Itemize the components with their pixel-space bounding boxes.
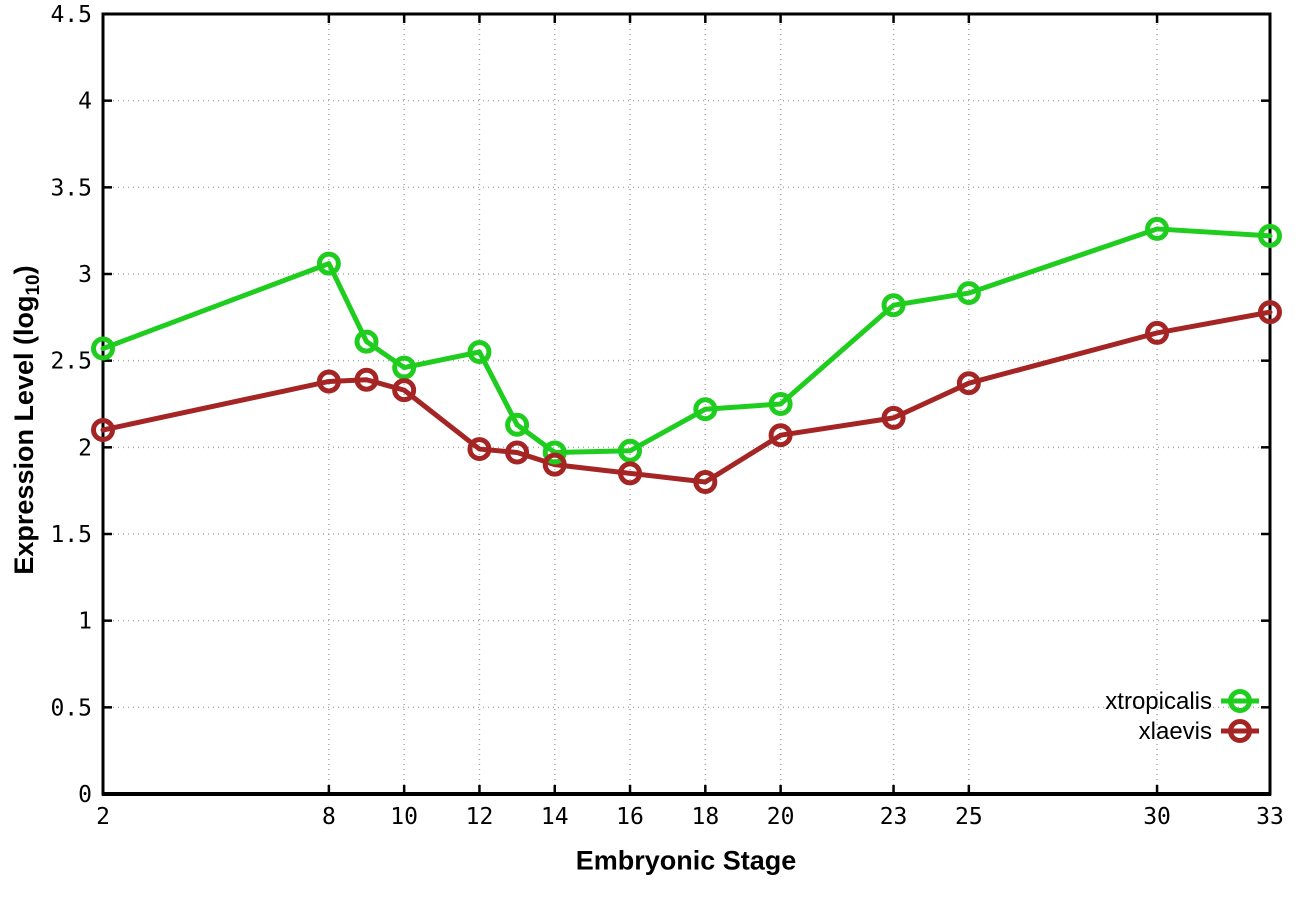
- marker-xlaevis-14: [542, 452, 567, 477]
- y-tick-label-4: 4: [78, 89, 92, 115]
- y-axis-title-close: ): [9, 265, 39, 275]
- marker-xlaevis-30: [1145, 320, 1170, 345]
- x-tick-label-20: 20: [767, 804, 795, 830]
- marker-xtropicalis-12: [467, 340, 492, 364]
- y-tick-label-3: 3: [78, 262, 92, 288]
- marker-xtropicalis-8: [316, 251, 341, 276]
- x-tick-label-33: 33: [1256, 804, 1284, 830]
- marker-xtropicalis-20: [768, 392, 793, 416]
- marker-xlaevis-12: [467, 437, 492, 462]
- marker-xtropicalis-23: [881, 293, 906, 318]
- plot-border: [101, 12, 1272, 796]
- y-axis-title-text: Expression Level (log10): [9, 265, 45, 574]
- marker-xlaevis-33: [1258, 300, 1282, 325]
- marker-xlaevis-18: [693, 470, 718, 494]
- marker-xtropicalis-30: [1145, 216, 1170, 241]
- y-axis-title-main: Expression Level (log: [9, 295, 39, 575]
- marker-xtropicalis-13: [505, 412, 530, 437]
- marker-xtropicalis-10: [392, 355, 417, 380]
- marker-xlaevis-20: [768, 423, 793, 448]
- x-tick-label-12: 12: [466, 804, 494, 830]
- marker-xtropicalis-2: [91, 336, 115, 361]
- y-tick-label-1: 1: [78, 609, 92, 635]
- marker-xtropicalis-9: [354, 329, 379, 354]
- marker-xlaevis-25: [956, 371, 981, 396]
- x-tick-label-25: 25: [955, 804, 983, 830]
- legend-marker-xlaevis: [1228, 719, 1252, 743]
- x-tick-label-2: 2: [96, 804, 110, 830]
- marker-xtropicalis-18: [693, 397, 718, 422]
- marker-xtropicalis-14: [542, 440, 567, 465]
- marker-xlaevis-2: [91, 418, 115, 442]
- series-line-xtropicalis: [100, 226, 1273, 456]
- marker-xtropicalis-25: [956, 281, 981, 306]
- y-tick-label-0p5: 0.5: [50, 695, 92, 721]
- y-tick-label-2: 2: [78, 435, 92, 461]
- x-tick-label-18: 18: [691, 804, 719, 830]
- x-tick-label-23: 23: [880, 804, 908, 830]
- marker-xtropicalis-16: [618, 438, 643, 463]
- marker-xtropicalis-33: [1258, 223, 1282, 248]
- marker-xlaevis-16: [618, 461, 643, 486]
- y-tick-label-1p5: 1.5: [50, 522, 92, 548]
- legend-label-xlaevis: xlaevis: [1139, 718, 1212, 745]
- marker-xlaevis-13: [505, 440, 530, 465]
- marker-xlaevis-23: [881, 405, 906, 430]
- y-tick-label-4p5: 4.5: [50, 2, 92, 28]
- legend-label-xtropicalis: xtropicalis: [1105, 688, 1212, 715]
- legend-marker-xtropicalis: [1228, 689, 1252, 713]
- x-tick-label-30: 30: [1143, 804, 1171, 830]
- y-tick-label-3p5: 3.5: [50, 175, 92, 201]
- x-tick-label-8: 8: [322, 804, 336, 830]
- y-axis-title-subscript: 10: [23, 274, 44, 296]
- x-axis-title-text: Embryonic Stage: [575, 845, 797, 876]
- x-tick-label-16: 16: [616, 804, 644, 830]
- marker-xlaevis-10: [392, 378, 417, 403]
- x-tick-label-10: 10: [390, 804, 418, 830]
- x-tick-label-14: 14: [541, 804, 569, 830]
- marker-xlaevis-9: [354, 367, 379, 392]
- y-tick-label-0: 0: [78, 782, 92, 808]
- y-tick-label-2p5: 2.5: [50, 349, 92, 375]
- marker-xlaevis-8: [316, 369, 341, 394]
- series-line-xlaevis: [100, 309, 1273, 485]
